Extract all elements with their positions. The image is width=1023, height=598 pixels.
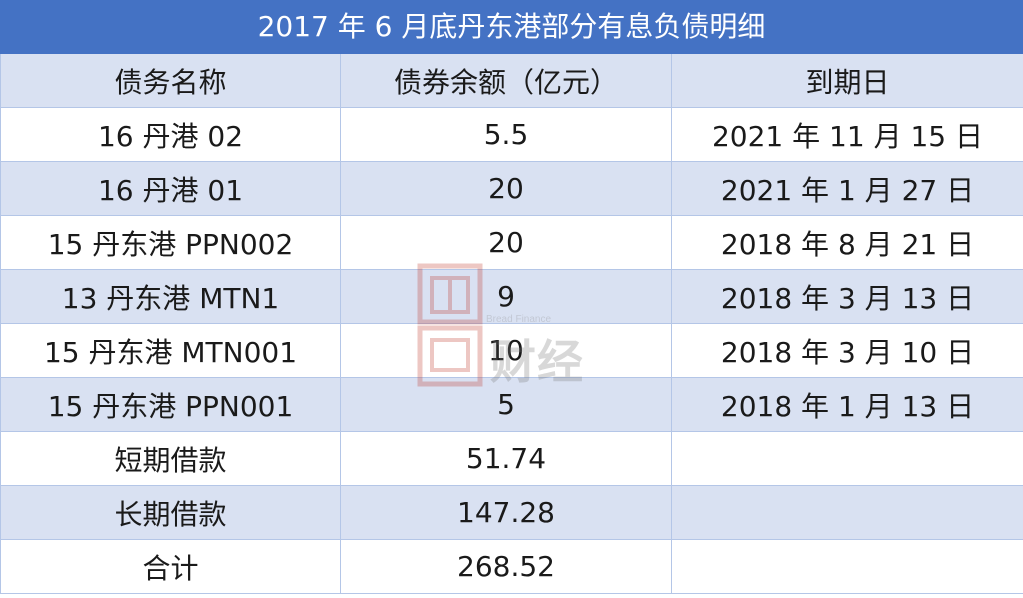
table-row: 短期借款 51.74 — [0, 431, 1023, 486]
debt-name-cell: 15 丹东港 PPN002 — [0, 215, 341, 270]
table-row: 合计 268.52 — [0, 539, 1023, 594]
balance-cell: 10 — [340, 323, 672, 378]
maturity-cell: 2018 年 3 月 10 日 — [671, 323, 1023, 378]
header-maturity-date: 到期日 — [671, 54, 1023, 108]
maturity-cell: 2021 年 11 月 15 日 — [671, 107, 1023, 162]
header-debt-name: 债务名称 — [0, 54, 341, 108]
debt-name-cell: 15 丹东港 PPN001 — [0, 377, 341, 432]
debt-name-cell: 合计 — [0, 539, 341, 594]
balance-cell: 5.5 — [340, 107, 672, 162]
maturity-cell — [671, 431, 1023, 486]
balance-cell: 51.74 — [340, 431, 672, 486]
maturity-cell: 2018 年 1 月 13 日 — [671, 377, 1023, 432]
maturity-cell: 2018 年 3 月 13 日 — [671, 269, 1023, 324]
debt-name-cell: 15 丹东港 MTN001 — [0, 323, 341, 378]
debt-name-cell: 长期借款 — [0, 485, 341, 540]
balance-cell: 9 — [340, 269, 672, 324]
balance-cell: 268.52 — [340, 539, 672, 594]
maturity-cell: 2018 年 8 月 21 日 — [671, 215, 1023, 270]
table-row: 16 丹港 01 20 2021 年 1 月 27 日 — [0, 161, 1023, 216]
header-row: 债务名称 债券余额（亿元） 到期日 — [0, 54, 1023, 108]
balance-cell: 20 — [340, 161, 672, 216]
debt-name-cell: 16 丹港 01 — [0, 161, 341, 216]
maturity-cell — [671, 485, 1023, 540]
table-row: 16 丹港 02 5.5 2021 年 11 月 15 日 — [0, 107, 1023, 162]
maturity-cell: 2021 年 1 月 27 日 — [671, 161, 1023, 216]
balance-cell: 20 — [340, 215, 672, 270]
table-row: 15 丹东港 PPN001 5 2018 年 1 月 13 日 — [0, 377, 1023, 432]
debt-name-cell: 短期借款 — [0, 431, 341, 486]
table-row: 15 丹东港 PPN002 20 2018 年 8 月 21 日 — [0, 215, 1023, 270]
table-row: 长期借款 147.28 — [0, 485, 1023, 540]
table-title: 2017 年 6 月底丹东港部分有息负债明细 — [0, 0, 1023, 54]
table-row: 15 丹东港 MTN001 10 2018 年 3 月 10 日 — [0, 323, 1023, 378]
debt-name-cell: 16 丹港 02 — [0, 107, 341, 162]
maturity-cell — [671, 539, 1023, 594]
table-row: 13 丹东港 MTN1 9 2018 年 3 月 13 日 — [0, 269, 1023, 324]
balance-cell: 147.28 — [340, 485, 672, 540]
debt-name-cell: 13 丹东港 MTN1 — [0, 269, 341, 324]
balance-cell: 5 — [340, 377, 672, 432]
debt-table: 债务名称 债券余额（亿元） 到期日 16 丹港 02 5.5 2021 年 11… — [0, 54, 1023, 594]
header-balance: 债券余额（亿元） — [340, 54, 672, 108]
